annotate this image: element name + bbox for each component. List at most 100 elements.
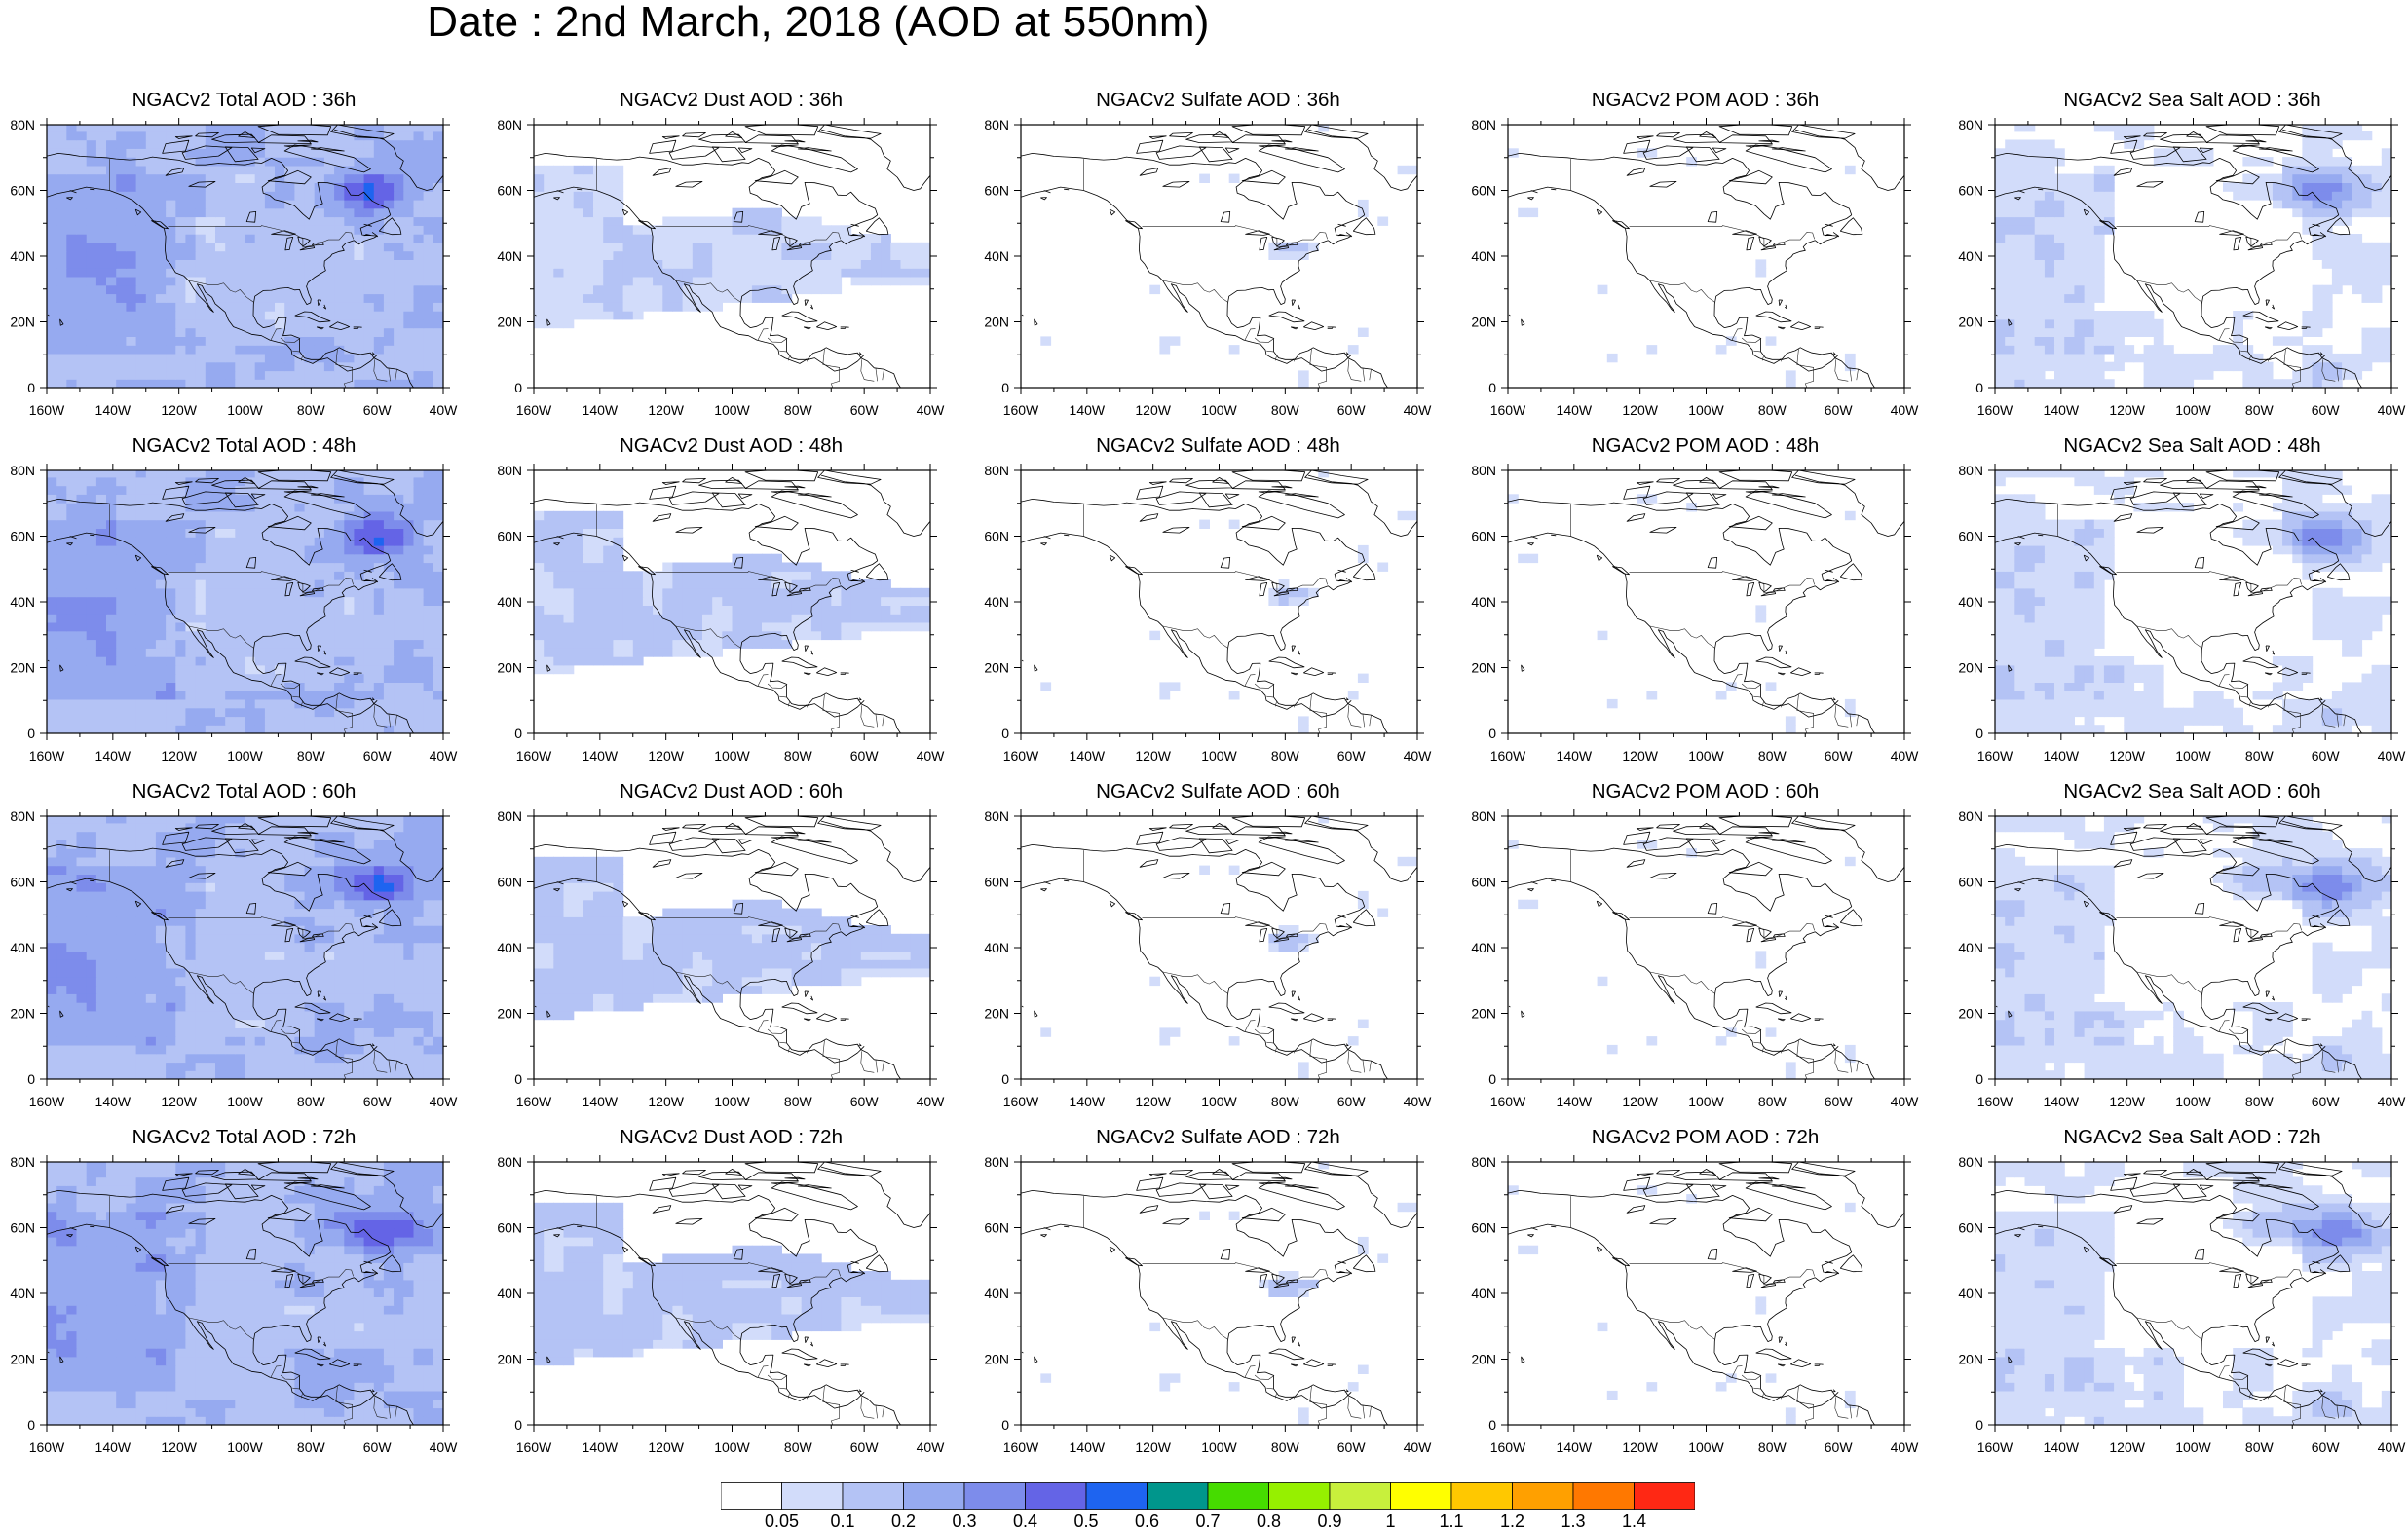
aod-cell bbox=[116, 656, 127, 666]
aod-cell bbox=[2093, 173, 2105, 183]
aod-cell bbox=[2193, 353, 2204, 363]
aod-cell bbox=[394, 139, 404, 149]
aod-cell bbox=[910, 250, 922, 260]
aod-cell bbox=[423, 562, 434, 572]
aod-cell bbox=[2233, 336, 2243, 346]
aod-cell bbox=[254, 191, 266, 201]
aod-cell bbox=[722, 579, 734, 589]
aod-cell bbox=[544, 587, 554, 598]
aod-cell bbox=[403, 485, 415, 495]
aod-cell bbox=[185, 716, 197, 726]
aod-cell bbox=[185, 587, 197, 598]
aod-cell bbox=[175, 259, 187, 269]
aod-cell bbox=[2074, 173, 2086, 183]
aod-cell bbox=[613, 234, 624, 243]
aod-cell bbox=[1228, 691, 1240, 700]
aod-cell bbox=[106, 284, 117, 295]
aod-cell bbox=[373, 318, 385, 329]
island bbox=[378, 217, 402, 236]
aod-cell bbox=[762, 553, 772, 564]
aod-cell bbox=[275, 268, 285, 278]
aod-cell bbox=[225, 207, 236, 218]
aod-cell bbox=[394, 148, 404, 158]
arctic-island bbox=[1271, 485, 1293, 489]
aod-cell bbox=[613, 648, 624, 657]
aod-cell bbox=[166, 327, 176, 337]
aod-cell bbox=[751, 207, 763, 218]
aod-cell bbox=[413, 318, 425, 329]
aod-cell bbox=[47, 605, 57, 615]
aod-cell bbox=[185, 284, 197, 295]
aod-cell bbox=[2044, 199, 2055, 209]
island bbox=[1831, 352, 1836, 355]
aod-cell bbox=[900, 242, 912, 252]
aod-cell bbox=[373, 639, 385, 649]
aod-cell bbox=[1646, 148, 1658, 158]
aod-cell bbox=[284, 336, 295, 346]
aod-cell bbox=[245, 510, 256, 521]
aod-cell bbox=[135, 216, 147, 226]
aod-cell bbox=[95, 664, 107, 675]
aod-cell bbox=[394, 544, 404, 555]
aod-cell bbox=[116, 725, 127, 733]
aod-cell bbox=[294, 537, 306, 546]
aod-cell bbox=[47, 553, 57, 564]
aod-cell bbox=[821, 268, 832, 278]
aod-cell bbox=[294, 544, 306, 555]
aod-cell bbox=[254, 621, 266, 632]
aod-cell bbox=[2371, 207, 2383, 218]
aod-cell bbox=[195, 614, 207, 623]
aod-cell bbox=[413, 544, 425, 555]
aod-cell bbox=[2352, 125, 2363, 132]
aod-cell bbox=[712, 562, 723, 572]
aod-cell bbox=[2103, 379, 2115, 388]
aod-cell bbox=[2302, 379, 2314, 388]
lon-label: 40W bbox=[430, 748, 459, 764]
aod-cell bbox=[2381, 327, 2391, 337]
aod-cell bbox=[1288, 596, 1299, 606]
aod-cell bbox=[195, 587, 207, 598]
aod-cell bbox=[642, 225, 654, 235]
aod-cell bbox=[2133, 318, 2145, 329]
aod-cell bbox=[563, 510, 575, 521]
aod-cell bbox=[762, 250, 772, 260]
aod-cell bbox=[583, 276, 594, 286]
aod-cell bbox=[2044, 182, 2055, 192]
arctic-island bbox=[257, 480, 312, 490]
aod-cell bbox=[304, 673, 316, 683]
aod-cell bbox=[1995, 173, 2006, 183]
aod-cell bbox=[2124, 311, 2135, 320]
aod-cell bbox=[275, 318, 285, 329]
aod-cell bbox=[275, 182, 285, 192]
country-border bbox=[779, 695, 787, 698]
lon-label: 40W bbox=[2378, 402, 2407, 418]
aod-cell bbox=[1995, 157, 2006, 167]
aod-cell bbox=[205, 327, 216, 337]
aod-cell bbox=[344, 587, 356, 598]
aod-cell bbox=[47, 276, 57, 286]
aod-cell bbox=[2153, 353, 2164, 363]
island bbox=[1777, 326, 1786, 330]
aod-cell bbox=[613, 544, 624, 555]
aod-cell bbox=[373, 125, 385, 132]
aod-cell bbox=[106, 544, 117, 555]
aod-cell bbox=[344, 353, 356, 363]
aod-cell bbox=[304, 139, 316, 149]
aod-cell bbox=[205, 199, 216, 209]
aod-cell bbox=[2084, 225, 2095, 235]
aod-cell bbox=[155, 302, 167, 312]
aod-cell bbox=[304, 311, 316, 320]
aod-cell bbox=[175, 519, 187, 529]
aod-cell bbox=[622, 259, 634, 269]
aod-cell bbox=[642, 276, 654, 286]
aod-cell bbox=[166, 379, 176, 388]
aod-cell bbox=[106, 519, 117, 529]
aod-cell bbox=[603, 207, 614, 218]
aod-cell bbox=[1995, 148, 2006, 158]
arctic-island bbox=[162, 139, 190, 154]
island bbox=[47, 314, 50, 317]
aod-cell bbox=[135, 476, 147, 487]
aod-cell bbox=[66, 207, 78, 218]
aod-cell bbox=[106, 268, 117, 278]
aod-cell bbox=[751, 242, 763, 252]
